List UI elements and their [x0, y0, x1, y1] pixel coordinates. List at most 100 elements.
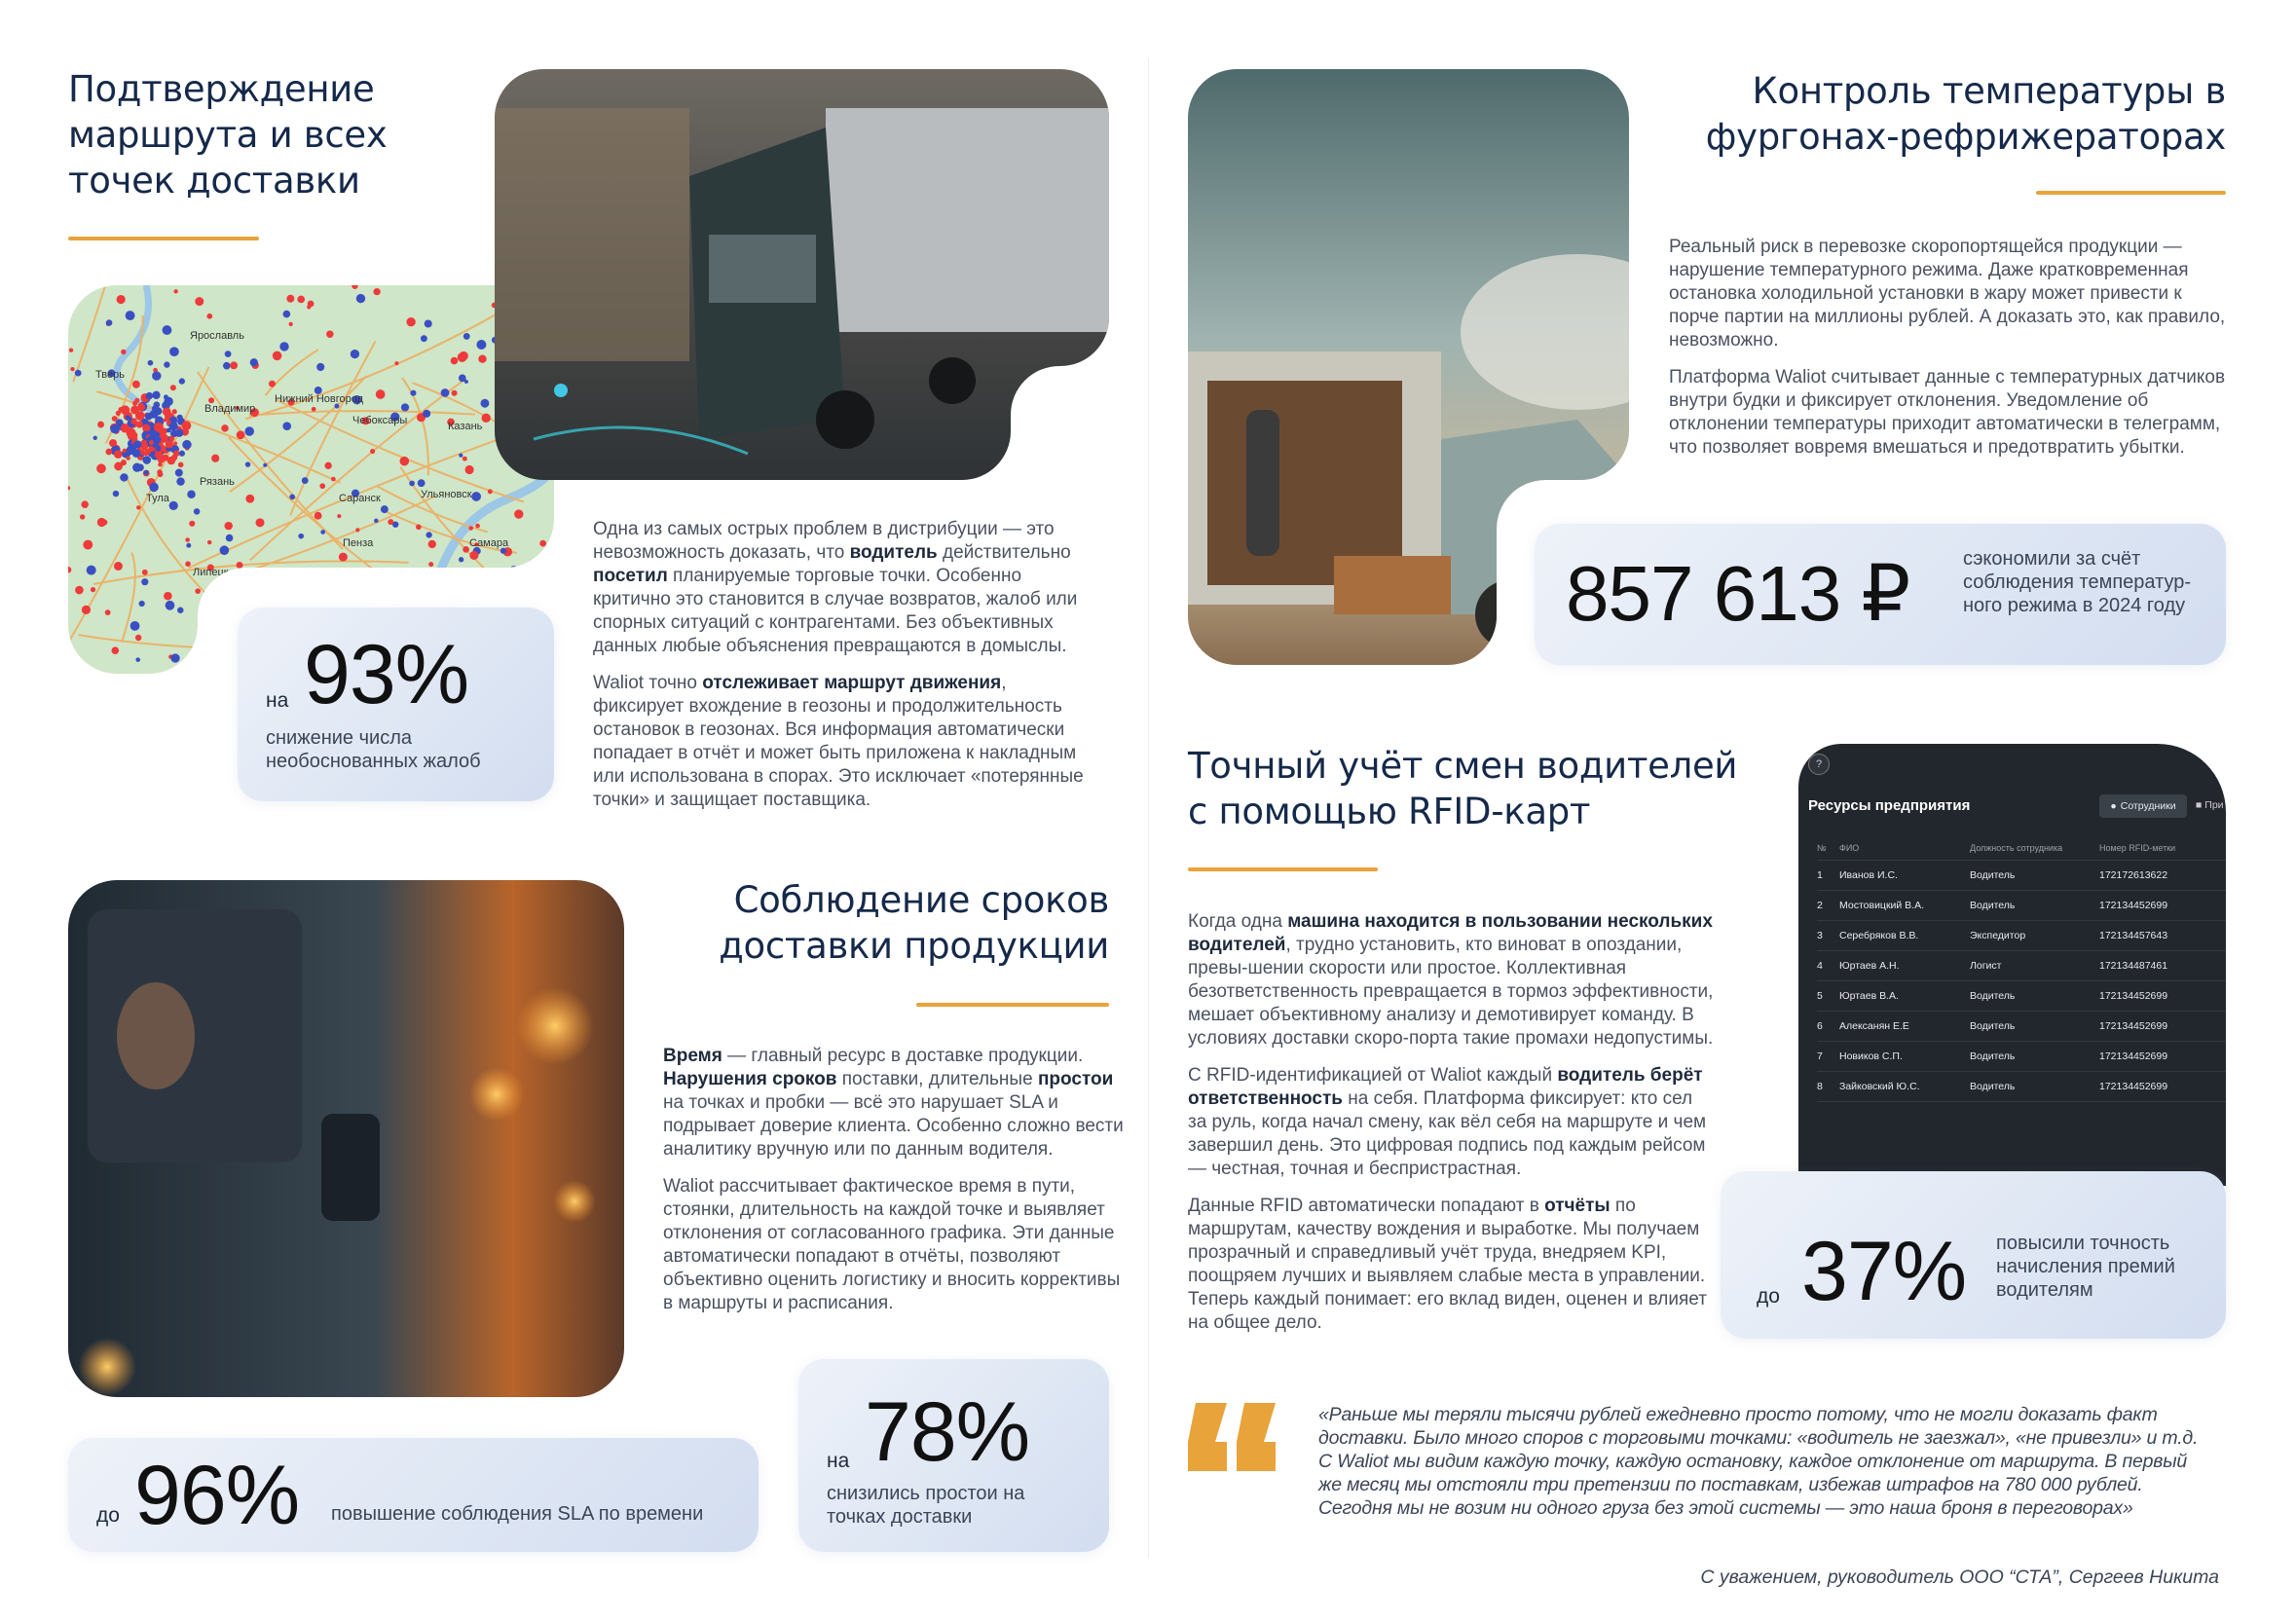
map-marker	[451, 389, 458, 396]
map-marker	[158, 433, 168, 444]
col-position: Должность сотрудника	[1970, 842, 2063, 853]
map-marker	[411, 586, 416, 592]
map-road	[245, 306, 511, 421]
map-marker	[68, 656, 76, 665]
tab-next[interactable]: ■ При	[2196, 799, 2224, 811]
map-marker	[272, 350, 282, 361]
map-marker	[164, 591, 172, 601]
map-marker	[157, 469, 163, 475]
table-row[interactable]: 5 Юртаев В.А. Водитель 172134452699	[1817, 981, 2226, 1012]
emphasis-text: отслеживает маршрут движения	[702, 673, 1002, 693]
col-name: ФИО	[1839, 842, 1860, 853]
map-marker	[193, 508, 201, 515]
text-run: Когда одна	[1188, 911, 1288, 932]
map-marker	[423, 409, 431, 418]
map-marker	[134, 411, 145, 421]
map-marker	[487, 489, 493, 495]
cell-name: Алексанян Е.Е	[1839, 1020, 1909, 1032]
map-marker	[169, 385, 176, 391]
truck-photo	[495, 69, 1109, 480]
map-marker	[447, 418, 455, 426]
map-marker	[90, 587, 96, 593]
accent-rule	[1188, 867, 1378, 871]
col-rfid: Номер RFID-метки	[2099, 842, 2176, 853]
stat-label: снизились простои на точках доставки	[827, 1483, 1025, 1528]
map-marker	[244, 426, 254, 436]
map-city-label: Самара	[469, 537, 509, 549]
testimonial-signature: С уважением, руководитель ООО “СТА”, Сер…	[1700, 1567, 2219, 1588]
map-marker	[70, 366, 75, 372]
emphasis-text: машина находится в пользовании нескольки…	[1188, 911, 1713, 955]
map-marker	[105, 448, 113, 456]
map-marker	[155, 416, 164, 425]
map-marker	[168, 422, 178, 431]
stat-prefix: на	[266, 689, 289, 712]
map-marker	[463, 380, 468, 385]
map-marker	[122, 448, 127, 454]
text-run: по маршрутам, качеству вождения и вырабо…	[1188, 1196, 1707, 1333]
map-marker	[97, 421, 104, 428]
map-marker	[471, 492, 481, 501]
stat-label: повысили точность начисления премий води…	[1996, 1233, 2175, 1301]
map-city-label: Нижний Новгород	[275, 393, 364, 405]
map-marker	[279, 342, 289, 351]
sla-body: Время — главный ресурс в доставке продук…	[663, 1045, 1129, 1329]
map-marker	[81, 500, 89, 508]
map-marker	[222, 361, 231, 370]
map-marker	[334, 403, 340, 409]
van-in-rain-photo	[68, 880, 624, 1397]
temperature-body: Реальный риск в перевозке скоропортящейс…	[1669, 236, 2234, 473]
map-marker	[198, 609, 206, 618]
title-line: Подтверждение	[68, 68, 375, 110]
cell-rfid: 172134452699	[2099, 990, 2168, 1002]
map-marker	[523, 568, 532, 575]
map-marker	[255, 518, 265, 528]
map-marker	[509, 566, 518, 574]
map-marker	[514, 509, 524, 519]
accent-rule	[68, 237, 259, 240]
map-marker	[162, 325, 172, 335]
map-marker	[314, 511, 322, 520]
rfid-body: Когда одна машина находится в пользовани…	[1188, 910, 1714, 1348]
map-marker	[128, 417, 132, 422]
map-marker	[163, 394, 168, 400]
table-row[interactable]: 7 Новиков С.П. Водитель 172134452699	[1817, 1042, 2226, 1072]
map-marker	[338, 552, 348, 562]
table-row[interactable]: 2 Мостовицкий В.А. Водитель 172134452699	[1817, 891, 2226, 921]
title-line: Соблюдение сроков	[733, 879, 1110, 921]
map-marker	[174, 468, 183, 477]
map-marker	[352, 394, 362, 405]
map-marker	[195, 588, 201, 594]
map-marker	[158, 461, 163, 467]
map-marker	[458, 374, 466, 383]
map-marker	[373, 601, 379, 607]
table-row[interactable]: 1 Иванов И.С. Водитель 172172613622	[1817, 861, 2226, 891]
reefer-truck-photo	[1188, 69, 1629, 665]
map-marker	[268, 380, 276, 387]
map-marker	[81, 605, 92, 614]
paragraph: Время — главный ресурс в доставке продук…	[663, 1045, 1129, 1161]
cell-name: Серебряков В.В.	[1839, 930, 1919, 941]
emphasis-text: Время	[663, 1046, 722, 1066]
table-row[interactable]: 3 Серебряков В.В. Экспедитор 172134457643	[1817, 921, 2226, 951]
tab-employees[interactable]: ● Сотрудники	[2099, 794, 2187, 818]
rfid-title: Точный учёт смен водителей с помощью RFI…	[1188, 743, 1737, 834]
cell-position: Водитель	[1970, 1020, 2016, 1032]
table-row[interactable]: 8 Зайковский Ю.С. Водитель 172134452699	[1817, 1072, 2226, 1102]
map-marker	[457, 352, 467, 362]
map-marker	[143, 469, 149, 475]
map-marker	[135, 657, 141, 662]
map-road	[121, 552, 136, 643]
cell-num: 4	[1817, 960, 1823, 972]
help-icon[interactable]: ?	[1808, 754, 1830, 775]
savings-stat-card: 857 613 ₽ сэкономили за счёт соблюдения …	[1535, 524, 2226, 665]
table-row[interactable]: 6 Алексанян Е.Е Водитель 172134452699	[1817, 1012, 2226, 1042]
title-line: с помощью RFID-карт	[1188, 791, 1591, 832]
complaints-stat-card: на 93% снижение числа необоснованных жал…	[238, 608, 554, 801]
map-road	[72, 285, 106, 383]
stat-label: снижение числа необоснованных жалоб	[266, 727, 481, 772]
map-marker	[101, 519, 108, 526]
table-row[interactable]: 4 Юртаев А.Н. Логист 172134487461	[1817, 951, 2226, 981]
map-marker	[142, 445, 147, 450]
map-marker	[236, 430, 245, 440]
